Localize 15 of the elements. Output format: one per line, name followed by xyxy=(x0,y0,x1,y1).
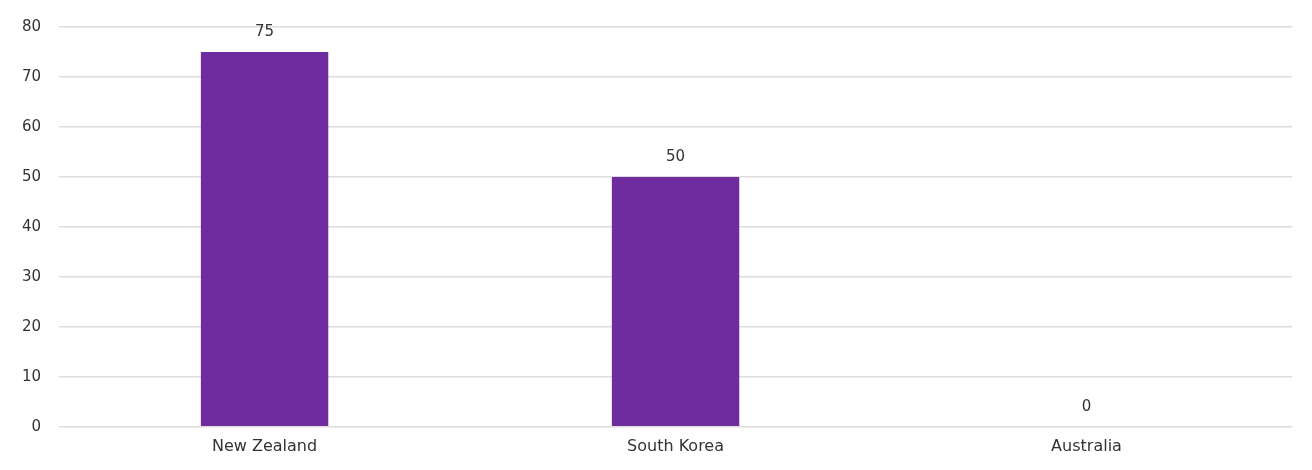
y-tick-label: 50 xyxy=(21,166,42,185)
x-tick-label: New Zealand xyxy=(212,435,318,455)
data-label: 50 xyxy=(666,147,686,166)
y-tick-label: 60 xyxy=(21,116,42,135)
y-tick-label: 20 xyxy=(21,316,42,335)
data-label: 75 xyxy=(255,22,275,41)
y-tick-label: 0 xyxy=(31,416,42,435)
y-tick-label: 40 xyxy=(21,216,42,235)
y-tick-label: 10 xyxy=(21,366,42,385)
y-tick-label: 80 xyxy=(21,16,42,35)
data-label: 0 xyxy=(1081,397,1092,416)
x-tick-label: South Korea xyxy=(627,435,725,455)
x-tick-label: Australia xyxy=(1051,435,1122,455)
y-tick-label: 70 xyxy=(21,66,42,85)
y-tick-label: 30 xyxy=(21,266,42,285)
